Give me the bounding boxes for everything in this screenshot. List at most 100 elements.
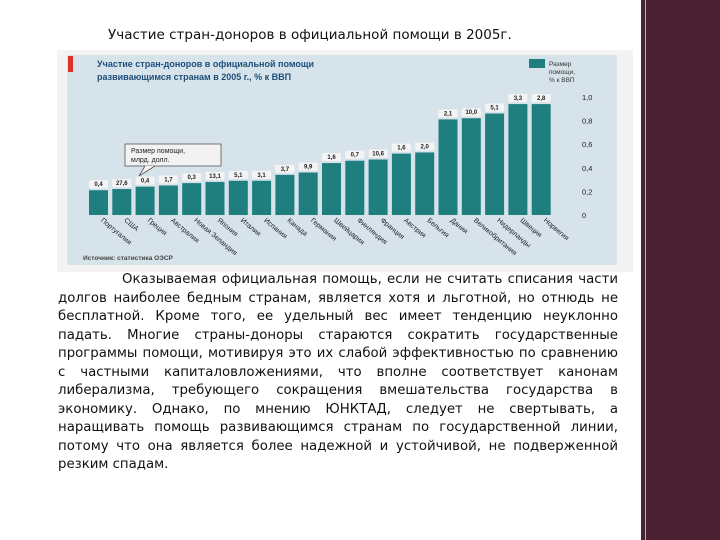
body-paragraph: Оказываемая официальная помощь, если не …	[58, 271, 618, 475]
bar-9	[275, 174, 295, 215]
bar-value-label-12: 0,7	[351, 153, 360, 159]
slide-title: Участие стран-доноров в официальной помо…	[108, 27, 512, 43]
bar-value-label-11: 1,6	[327, 155, 336, 161]
category-label-15: Бельгия	[425, 217, 450, 239]
bar-8	[252, 180, 272, 215]
y-axis-ticks: 0 0,2 0,4 0,6 0,8 1,0	[582, 93, 592, 220]
bar-label-bg-20	[531, 94, 551, 103]
bar-11	[322, 163, 341, 215]
paragraph-text: Оказываемая официальная помощь, если не …	[58, 272, 618, 472]
bar-value-label-9: 3,7	[281, 167, 290, 173]
bar-value-label-8: 3,1	[257, 173, 266, 179]
bar-label-bg-3	[135, 176, 155, 185]
bar-label-bg-19	[508, 94, 528, 103]
category-label-9: Канада	[286, 217, 309, 238]
y-tick-label-0: 0	[582, 211, 586, 220]
bar-value-label-10: 9,9	[304, 165, 313, 171]
annotation-line2: млрд. долл.	[131, 157, 170, 164]
bar-label-bg-16	[438, 109, 458, 118]
bar-2	[112, 189, 132, 215]
bar-value-label-14: 1,6	[397, 146, 406, 152]
bar-label-bg-6	[205, 171, 225, 180]
bar-value-label-18: 5,1	[490, 106, 499, 112]
category-label-8: Испания	[262, 217, 288, 240]
bar-label-bg-9	[275, 164, 295, 173]
bar-label-bg-8	[252, 170, 272, 179]
decorative-sidebar	[641, 0, 720, 540]
bar-7	[228, 180, 248, 215]
bar-16	[438, 119, 458, 215]
category-label-7: Италия	[239, 217, 262, 238]
bar-label-bg-1	[89, 180, 108, 189]
bar-value-label-2: 27,6	[116, 181, 128, 187]
chart-panel: Участие стран-доноров в официальной помо…	[67, 55, 617, 265]
bar-label-bg-11	[322, 153, 341, 162]
bar-value-label-16: 2,1	[444, 111, 453, 117]
bar-label-bg-15	[415, 142, 435, 151]
bar-14	[391, 153, 411, 215]
bar-label-bg-7	[228, 170, 248, 179]
sidebar-divider	[645, 0, 646, 540]
bar-label-bg-18	[485, 103, 505, 112]
bar-12	[345, 160, 365, 215]
legend-swatch	[529, 59, 545, 68]
bar-6	[205, 181, 225, 215]
bar-label-bg-13	[368, 149, 388, 158]
category-label-5: Новая Зеландия	[192, 217, 238, 257]
bar-15	[415, 152, 435, 215]
y-tick-label-1: 0,2	[582, 187, 592, 196]
chart-title-line2: развивающимся странам в 2005 г., % к ВВП	[97, 72, 291, 82]
annotation-line1: Размер помощи,	[131, 148, 185, 155]
bar-5	[182, 183, 202, 215]
bar-value-label-4: 1,7	[164, 178, 173, 184]
bar-label-bg-12	[345, 150, 365, 159]
bar-3	[135, 186, 155, 215]
bars-layer	[89, 104, 551, 215]
bar-value-label-7: 5,1	[234, 173, 243, 179]
y-tick-label-2: 0,4	[582, 164, 592, 173]
y-tick-label-5: 1,0	[582, 93, 592, 102]
bar-4	[158, 185, 178, 215]
bar-13	[368, 159, 388, 215]
value-labels-layer: 0,4 27,6 0,4 1,7 0,3 13,1 5,1 3,1 3,7 9,9 1,6 0,7 10…	[89, 94, 551, 189]
legend-label-line2: помощи,	[549, 69, 575, 76]
category-label-17: Великобритания	[472, 216, 518, 257]
bar-value-label-15: 2,0	[421, 144, 430, 150]
y-tick-label-3: 0,6	[582, 140, 592, 149]
bar-18	[485, 113, 505, 215]
y-tick-label-4: 0,8	[582, 117, 592, 126]
bar-label-bg-5	[182, 173, 202, 182]
category-label-2: США	[123, 217, 140, 233]
bar-17	[461, 118, 481, 215]
bar-label-bg-14	[391, 143, 411, 152]
bar-value-label-1: 0,4	[94, 182, 103, 188]
bar-19	[508, 104, 528, 215]
legend-label-line1: Размер	[549, 61, 572, 68]
bar-10	[298, 172, 318, 215]
bar-label-bg-17	[461, 108, 481, 117]
annotation-callout: Размер помощи, млрд. долл.	[124, 143, 222, 177]
category-label-16: Дания	[449, 217, 469, 235]
bar-value-label-19: 3,3	[514, 96, 523, 102]
bar-value-label-17: 10,0	[465, 110, 477, 116]
chart-image: Участие стран-доноров в официальной помо…	[57, 50, 633, 272]
bar-label-bg-4	[158, 175, 178, 184]
bar-label-bg-10	[298, 162, 318, 171]
chart-title-line1: Участие стран-доноров в официальной помо…	[97, 59, 314, 69]
bar-value-label-6: 13,1	[209, 174, 221, 180]
bar-1	[89, 190, 108, 215]
legend-label-line3: % к ВВП	[549, 77, 575, 84]
bar-label-bg-2	[112, 179, 132, 188]
category-label-14: Австрия	[402, 217, 427, 240]
category-label-20: Норвегия	[542, 217, 570, 242]
bar-chart: Участие стран-доноров в официальной помо…	[68, 56, 592, 262]
chart-source: Источник: статистика ОЭСР	[83, 255, 174, 262]
bar-value-label-3: 0,4	[141, 179, 150, 185]
bar-value-label-13: 10,6	[372, 152, 384, 158]
bar-value-label-5: 0,3	[188, 175, 197, 181]
bar-value-label-20: 2,8	[537, 96, 546, 102]
title-accent	[68, 56, 73, 72]
category-label-3: Греция	[146, 217, 168, 237]
bar-20	[531, 104, 551, 215]
